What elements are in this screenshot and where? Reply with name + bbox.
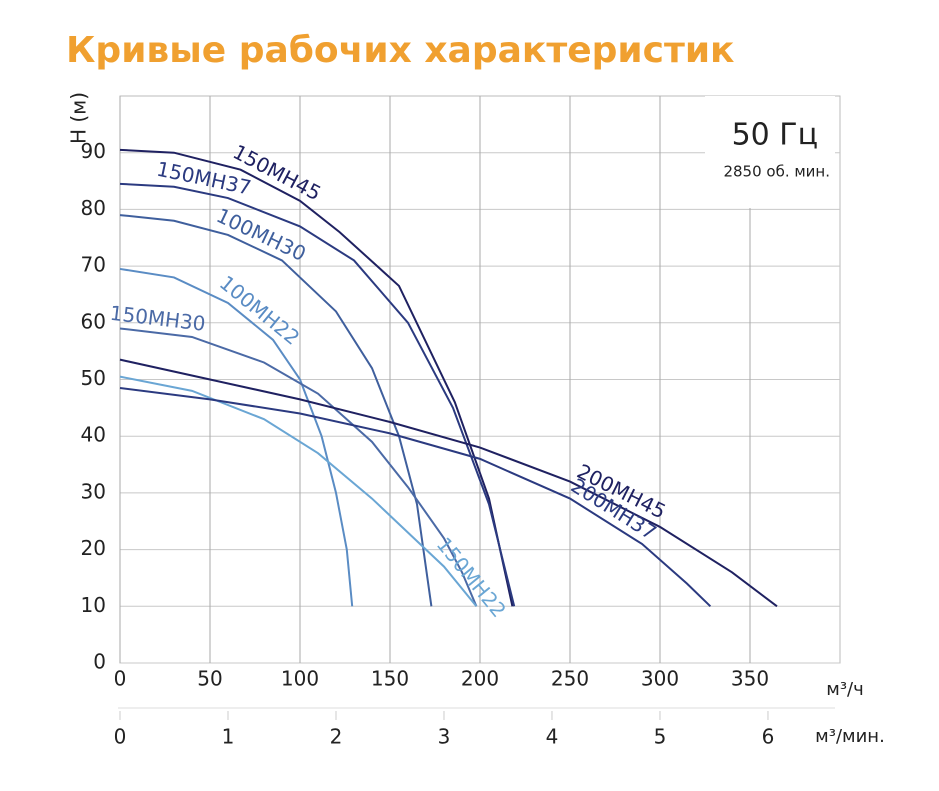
y-tick-label: 0 (93, 650, 106, 674)
x-tick-label: 0 (114, 667, 127, 691)
y-tick-label: 80 (81, 196, 106, 220)
curve (119, 182, 516, 607)
curve (119, 358, 778, 608)
y-tick-label: 60 (81, 309, 106, 333)
series-label: 150MH30 (109, 301, 207, 336)
curve (119, 327, 478, 607)
x-axis-label: м³/ч (826, 679, 864, 700)
curve (119, 387, 712, 608)
speed-label: 2850 об. мин. (723, 163, 830, 181)
x-tick-label: 100 (281, 667, 319, 691)
x2-tick-label: 6 (762, 725, 775, 749)
curve (119, 214, 433, 607)
x2-axis-label: м³/мин. (815, 726, 885, 747)
series-label: 100MH22 (215, 270, 304, 349)
y-tick-label: 50 (81, 366, 106, 390)
info-box (705, 96, 835, 208)
y-tick-label: 40 (81, 423, 106, 447)
x2-tick-label: 5 (654, 725, 667, 749)
x-tick-label: 150 (371, 667, 409, 691)
x-tick-label: 350 (731, 667, 769, 691)
x2-tick-label: 0 (114, 725, 127, 749)
chart-title: Кривые рабочих характеристик (66, 30, 734, 71)
x2-tick-label: 2 (330, 725, 343, 749)
y-tick-label: 70 (81, 253, 106, 277)
x2-tick-label: 4 (546, 725, 559, 749)
y-tick-label: 90 (81, 139, 106, 163)
x-tick-label: 50 (197, 667, 222, 691)
x-tick-label: 250 (551, 667, 589, 691)
x-tick-label: 300 (641, 667, 679, 691)
y-tick-label: 10 (81, 593, 106, 617)
frequency-label: 50 Гц (732, 118, 818, 153)
x2-tick-label: 1 (222, 725, 235, 749)
y-tick-label: 20 (81, 536, 106, 560)
curve (119, 267, 354, 607)
curve (119, 148, 514, 607)
x-tick-label: 200 (461, 667, 499, 691)
y-tick-label: 30 (81, 479, 106, 503)
x2-tick-label: 3 (438, 725, 451, 749)
y-axis-label: H (м) (67, 92, 91, 144)
curve (119, 375, 478, 607)
